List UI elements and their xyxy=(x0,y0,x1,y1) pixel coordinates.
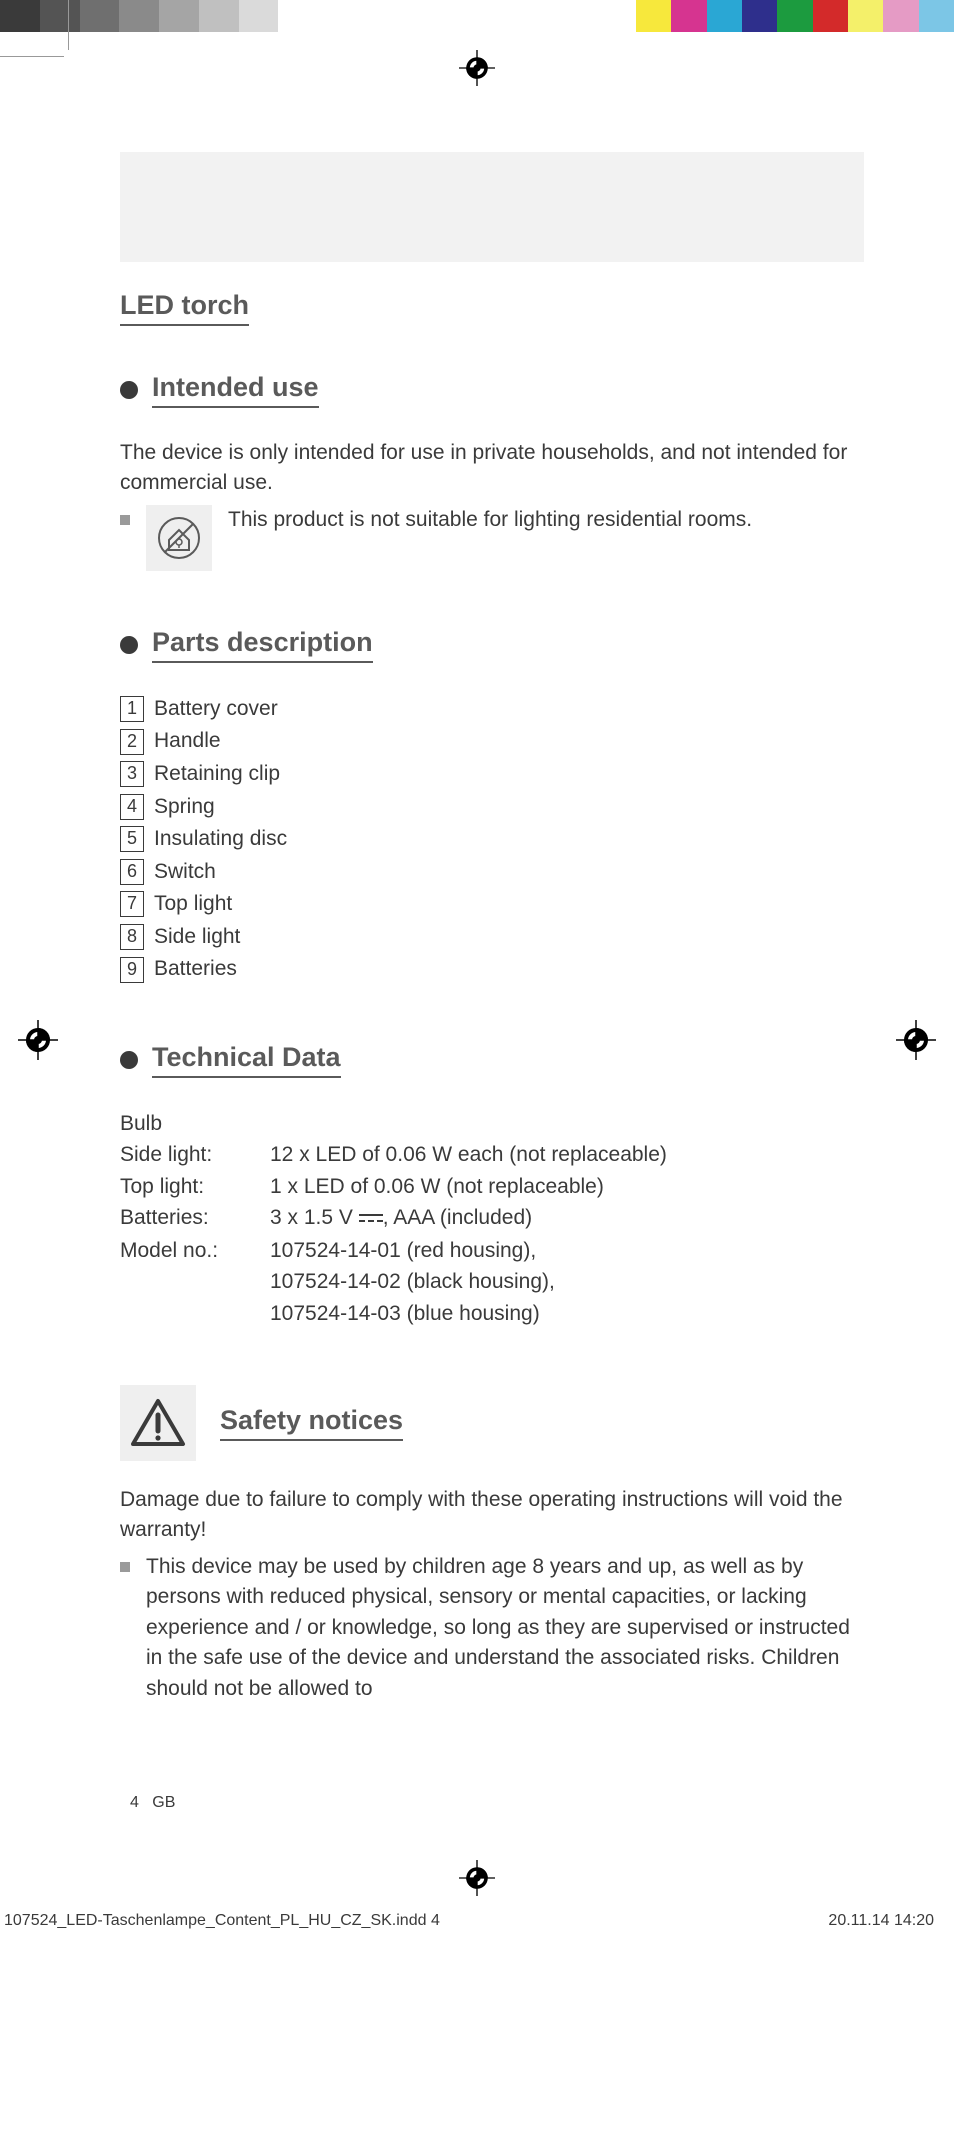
section-title: Technical Data xyxy=(152,1042,341,1078)
tech-label: Top light: xyxy=(120,1171,270,1203)
part-number-box: 5 xyxy=(120,826,144,852)
print-footer: 107524_LED-Taschenlampe_Content_PL_HU_CZ… xyxy=(0,1902,954,1946)
tech-value: 3 x 1.5 V , AAA (included) xyxy=(270,1202,532,1234)
section-head-safety: Safety notices xyxy=(120,1385,864,1461)
section-bullet xyxy=(120,1051,138,1069)
part-number-box: 8 xyxy=(120,924,144,950)
part-number-box: 3 xyxy=(120,761,144,787)
section-head-intended: Intended use xyxy=(120,372,864,408)
parts-list-item: 4 Spring xyxy=(120,791,864,824)
tech-value: 12 x LED of 0.06 W each (not replaceable… xyxy=(270,1139,667,1171)
no-home-lighting-icon xyxy=(146,505,212,571)
part-label: Spring xyxy=(154,791,215,824)
batteries-suffix: , AAA (included) xyxy=(383,1206,532,1229)
safety-bullet-row: This device may be used by children age … xyxy=(120,1552,864,1704)
section-title: Safety notices xyxy=(220,1405,403,1441)
intended-note-text: This product is not suitable for lightin… xyxy=(228,505,864,571)
intended-note-row: This product is not suitable for lightin… xyxy=(120,505,864,571)
part-label: Retaining clip xyxy=(154,758,280,791)
part-number-box: 2 xyxy=(120,729,144,755)
parts-list-item: 7 Top light xyxy=(120,888,864,921)
tech-label: Model no.: xyxy=(120,1235,270,1330)
safety-para: Damage due to failure to comply with the… xyxy=(120,1485,864,1546)
part-number-box: 6 xyxy=(120,859,144,885)
footer-datetime: 20.11.14 14:20 xyxy=(828,1912,934,1930)
parts-list-item: 3 Retaining clip xyxy=(120,758,864,791)
parts-list-item: 8 Side light xyxy=(120,921,864,954)
model-number: 107524-14-02 (black housing), xyxy=(270,1266,555,1298)
dc-voltage-icon xyxy=(359,1201,383,1233)
tech-row: Side light:12 x LED of 0.06 W each (not … xyxy=(120,1139,864,1171)
page-language: GB xyxy=(152,1794,175,1811)
part-label: Batteries xyxy=(154,953,237,986)
square-bullet xyxy=(120,1562,130,1572)
section-head-parts: Parts description xyxy=(120,627,864,663)
header-spacer xyxy=(120,152,864,262)
warning-icon xyxy=(120,1385,196,1461)
safety-bullet-text: This device may be used by children age … xyxy=(146,1552,864,1704)
tech-data-table: Bulb Side light:12 x LED of 0.06 W each … xyxy=(120,1108,864,1329)
tech-row: Top light:1 x LED of 0.06 W (not replace… xyxy=(120,1171,864,1203)
square-bullet xyxy=(120,515,130,525)
part-number-box: 1 xyxy=(120,696,144,722)
parts-list-item: 5 Insulating disc xyxy=(120,823,864,856)
tech-bulb-label: Bulb xyxy=(120,1108,864,1140)
parts-list-item: 9 Batteries xyxy=(120,953,864,986)
tech-row-model: Model no.: 107524-14-01 (red housing),10… xyxy=(120,1235,864,1330)
batteries-prefix: 3 x 1.5 V xyxy=(270,1206,359,1229)
part-label: Handle xyxy=(154,725,221,758)
tech-label: Batteries: xyxy=(120,1202,270,1234)
section-title: Parts description xyxy=(152,627,373,663)
part-label: Top light xyxy=(154,888,232,921)
part-label: Battery cover xyxy=(154,693,278,726)
model-number: 107524-14-03 (blue housing) xyxy=(270,1298,555,1330)
part-label: Switch xyxy=(154,856,216,889)
model-number: 107524-14-01 (red housing), xyxy=(270,1235,555,1267)
parts-list-item: 6 Switch xyxy=(120,856,864,889)
parts-list: 1 Battery cover 2 Handle 3 Retaining clip 4 Spr… xyxy=(120,693,864,986)
parts-list-item: 1 Battery cover xyxy=(120,693,864,726)
part-number-box: 9 xyxy=(120,957,144,983)
tech-value: 1 x LED of 0.06 W (not replaceable) xyxy=(270,1171,604,1203)
part-label: Side light xyxy=(154,921,240,954)
page-content: LED torch Intended use The device is onl… xyxy=(0,32,954,1862)
tech-row-batteries: Batteries: 3 x 1.5 V , AAA (included) xyxy=(120,1202,864,1234)
parts-list-item: 2 Handle xyxy=(120,725,864,758)
section-bullet xyxy=(120,636,138,654)
section-head-tech: Technical Data xyxy=(120,1042,864,1078)
section-bullet xyxy=(120,381,138,399)
footer-filename: 107524_LED-Taschenlampe_Content_PL_HU_CZ… xyxy=(4,1912,440,1930)
tech-label: Side light: xyxy=(120,1139,270,1171)
document-title: LED torch xyxy=(120,290,249,326)
page-num: 4 xyxy=(130,1794,139,1811)
intended-para: The device is only intended for use in p… xyxy=(120,438,864,499)
section-title: Intended use xyxy=(152,372,319,408)
part-number-box: 4 xyxy=(120,794,144,820)
part-label: Insulating disc xyxy=(154,823,287,856)
print-color-bar xyxy=(0,0,954,32)
tech-value: 107524-14-01 (red housing),107524-14-02 … xyxy=(270,1235,555,1330)
page-number: 4 GB xyxy=(130,1794,864,1812)
registration-mark-bottom xyxy=(459,1860,495,1896)
part-number-box: 7 xyxy=(120,891,144,917)
